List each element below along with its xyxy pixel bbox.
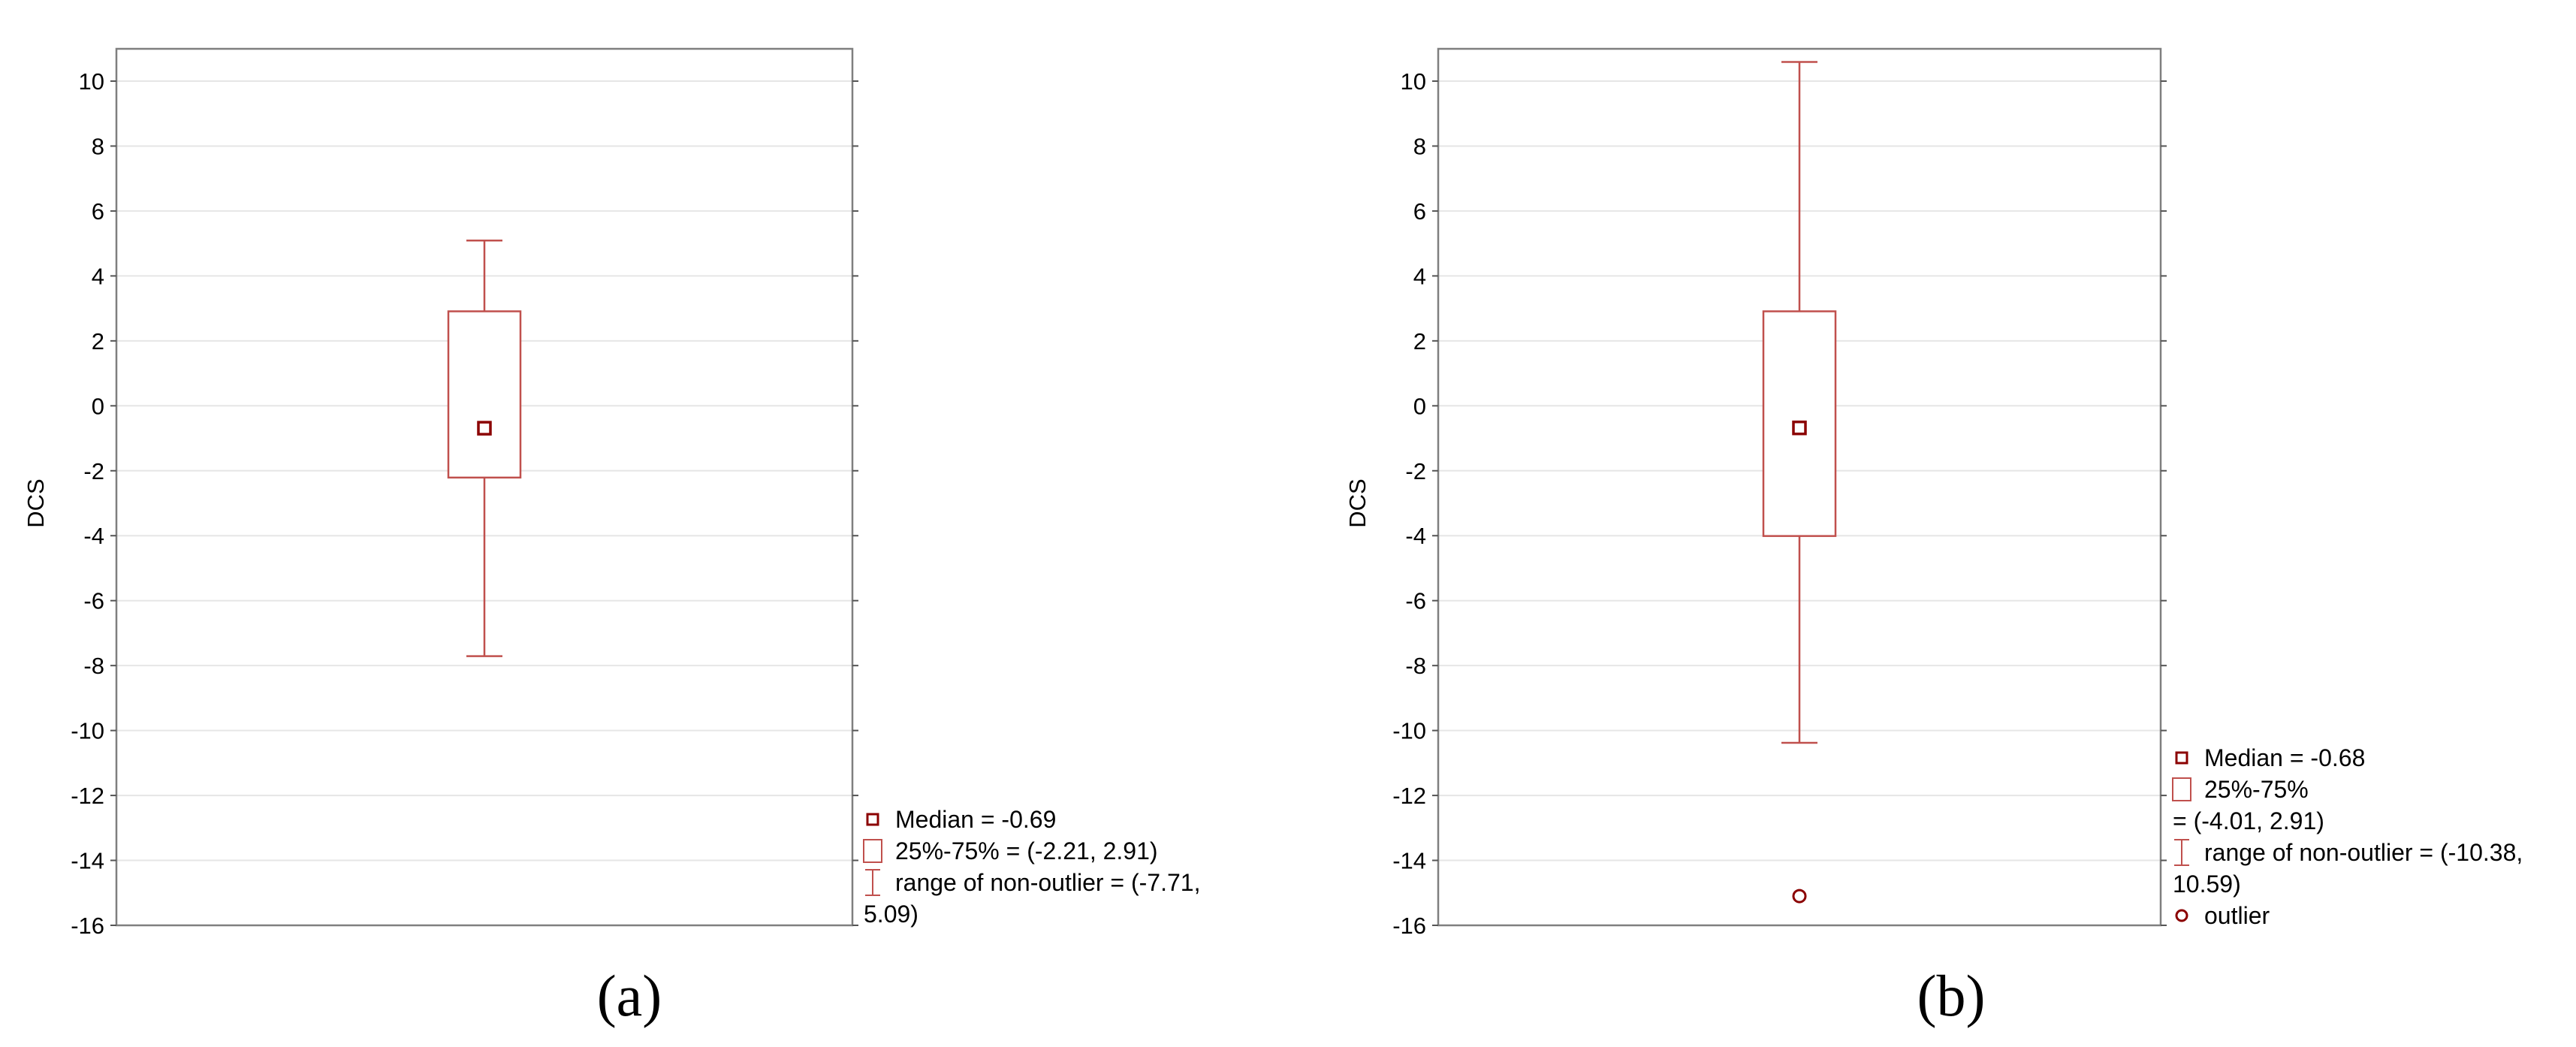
y-tick-label: -10	[1392, 718, 1426, 744]
y-tick-label: -8	[1405, 653, 1426, 679]
legend-label: 25%-75%	[2204, 776, 2309, 803]
panel-label: (b)	[1917, 963, 1986, 1028]
median-marker	[1792, 420, 1807, 436]
y-tick-label: 0	[92, 393, 104, 419]
legend-median-swatch	[866, 813, 879, 826]
outlier-point	[1792, 889, 1807, 904]
legend: Median = -0.68 25%-75% = (-4.01, 2.91) rang…	[2172, 744, 2523, 929]
y-tick-label: -16	[1392, 913, 1426, 939]
median-marker	[477, 421, 492, 436]
y-tick-label: -8	[83, 653, 104, 679]
y-tick-label: -10	[71, 718, 104, 744]
y-tick-label: 2	[1413, 328, 1426, 355]
y-axis-label: DCS	[23, 478, 49, 527]
legend-median-swatch	[2175, 751, 2188, 765]
y-tick-label: 2	[92, 328, 104, 355]
y-tick-label: 6	[1413, 198, 1426, 225]
y-tick-label: 8	[1413, 133, 1426, 159]
y-tick-label: 6	[92, 198, 104, 225]
panel-label: (a)	[597, 963, 662, 1028]
y-tick-label: 10	[79, 68, 104, 95]
legend-label: Median = -0.69	[895, 806, 1056, 833]
legend-outlier-swatch	[2175, 909, 2188, 922]
legend-label: Median = -0.68	[2204, 744, 2365, 771]
y-tick-label: 10	[1401, 68, 1426, 95]
legend-box-swatch	[863, 839, 882, 863]
chart-panel-b: 10 8 6 4 2 0 -2 -4 -6 -8 -10 -12 -14 -16 DCS Median = -…	[1344, 47, 2523, 1028]
legend: Median = -0.69 25%-75% = (-2.21, 2.91) ran…	[863, 806, 1200, 928]
y-tick-label: -12	[1392, 783, 1426, 809]
y-tick-label: -12	[71, 783, 104, 809]
y-tick-label: -6	[1405, 588, 1426, 614]
y-tick-label: 4	[1413, 263, 1426, 289]
y-tick-label: -2	[1405, 458, 1426, 484]
legend-label: 5.09)	[864, 901, 918, 928]
y-tick-label: -6	[83, 588, 104, 614]
plot-frame	[115, 47, 854, 927]
y-tick-label: -4	[83, 523, 104, 549]
y-tick-label: -14	[1392, 848, 1426, 874]
y-tick-label: 8	[92, 133, 104, 159]
y-tick-label: 0	[1413, 393, 1426, 419]
legend-label: outlier	[2204, 902, 2270, 929]
y-tick-label: -2	[83, 458, 104, 484]
legend-label: range of non-outlier = (-10.38,	[2204, 839, 2523, 866]
legend-label: range of non-outlier = (-7.71,	[895, 869, 1200, 896]
y-tick-label: -14	[71, 848, 104, 874]
iqr-box	[447, 310, 522, 479]
legend-box-swatch	[2172, 777, 2191, 801]
y-axis-label: DCS	[1344, 478, 1371, 527]
legend-label: 10.59)	[2173, 870, 2241, 898]
y-tick-label: 4	[92, 263, 104, 289]
chart-panel-a: 10 8 6 4 2 0 -2 -4 -6 -8 -10 -12 -14 -16 DCS Median = -…	[23, 47, 1200, 1028]
y-tick-label: -16	[71, 913, 104, 939]
plot-frame	[1437, 47, 2162, 927]
legend-label: = (-4.01, 2.91)	[2173, 807, 2324, 834]
legend-label: 25%-75% = (-2.21, 2.91)	[895, 837, 1158, 864]
y-tick-label: -4	[1405, 523, 1426, 549]
